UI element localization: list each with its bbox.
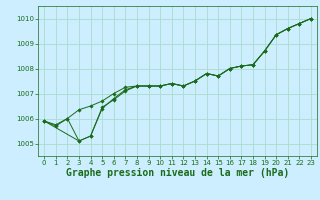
X-axis label: Graphe pression niveau de la mer (hPa): Graphe pression niveau de la mer (hPa) [66,168,289,178]
